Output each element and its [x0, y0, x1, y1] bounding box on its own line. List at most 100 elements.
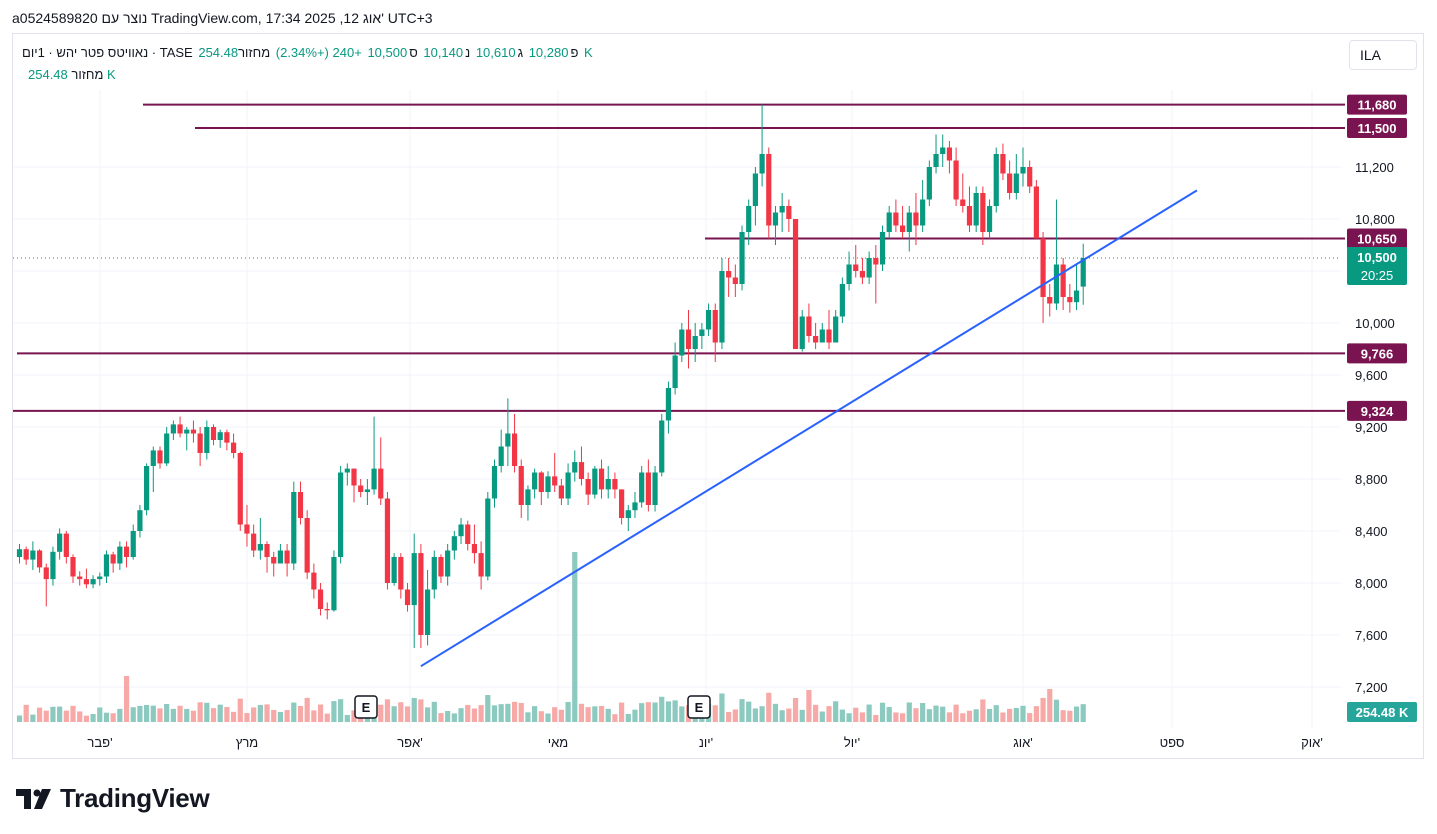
- candle-body: [813, 336, 819, 343]
- volume-bar: [933, 705, 939, 722]
- volume-bar: [50, 706, 56, 722]
- volume-bar: [538, 711, 544, 722]
- candle: [237, 451, 243, 531]
- candle-body: [532, 472, 538, 490]
- candle: [204, 420, 210, 460]
- candle: [906, 206, 912, 252]
- candle-body: [184, 429, 190, 434]
- level-badge-label: 9,324: [1361, 404, 1394, 419]
- x-axis-tick-label: מאי: [548, 735, 568, 750]
- candle: [913, 193, 919, 245]
- volume-bar: [866, 704, 872, 722]
- volume-bar: [164, 703, 170, 722]
- volume-bar: [391, 706, 397, 722]
- volume-bar: [1067, 710, 1073, 722]
- x-axis-tick-label: אוג': [1013, 735, 1033, 750]
- candle-body: [358, 485, 364, 492]
- candle: [1073, 264, 1080, 310]
- volume-bar: [498, 704, 504, 722]
- candle-body: [43, 567, 49, 580]
- candle-body: [779, 206, 785, 213]
- candle-body: [712, 310, 718, 343]
- legend-change: +240 (+2.34%): [275, 45, 362, 60]
- candle-body: [291, 492, 297, 564]
- volume-legend: מחזור 254.48 K: [22, 67, 116, 82]
- candle-body: [271, 557, 277, 564]
- candle-body: [752, 173, 758, 206]
- candle: [317, 583, 324, 616]
- volume-bar: [177, 705, 183, 722]
- volume-bar: [384, 699, 391, 722]
- candle: [960, 173, 966, 213]
- candle-body: [391, 557, 397, 583]
- candle-body: [398, 557, 404, 590]
- volume-bar: [311, 710, 317, 722]
- candle-body: [251, 533, 257, 551]
- candle: [619, 489, 625, 525]
- volume-bar: [317, 704, 324, 722]
- candle-body: [1060, 264, 1066, 297]
- candle-body: [598, 468, 605, 490]
- candle: [230, 433, 237, 459]
- volume-bar: [940, 706, 946, 722]
- candle: [558, 479, 564, 505]
- x-axis-tick-label: פבר': [87, 735, 112, 750]
- tradingview-logo[interactable]: TradingView: [16, 783, 210, 814]
- volume-bar: [184, 708, 190, 722]
- candle-body: [799, 316, 805, 349]
- candle-body: [552, 476, 558, 486]
- candle: [291, 481, 297, 570]
- legend-symbol[interactable]: נאוויטס פטר יהש · 1יום · TASE: [22, 45, 193, 60]
- candle-body: [505, 433, 511, 447]
- candle: [63, 531, 69, 564]
- currency-button[interactable]: ILA: [1349, 40, 1417, 70]
- candle: [424, 570, 431, 646]
- candle-body: [16, 549, 23, 557]
- volume-bar: [1033, 706, 1039, 722]
- candle-body: [1047, 297, 1053, 304]
- candle-body: [833, 316, 839, 343]
- volume-bar: [1013, 707, 1019, 722]
- header-site[interactable]: TradingView.com,: [151, 10, 262, 26]
- candle-body: [518, 466, 524, 505]
- candle: [244, 505, 250, 547]
- volume-bar: [478, 705, 484, 722]
- candle: [30, 541, 36, 570]
- volume-bar: [277, 711, 284, 722]
- candle-body: [30, 550, 36, 560]
- candle-body: [1000, 154, 1006, 174]
- volume-bar: [665, 701, 672, 722]
- volume-bar: [578, 703, 585, 722]
- candle: [264, 541, 270, 573]
- candle: [50, 546, 56, 586]
- volume-bar: [659, 696, 665, 722]
- volume-bar: [873, 715, 879, 722]
- candle-body: [792, 219, 799, 349]
- volume-bar: [819, 711, 825, 722]
- candle: [1047, 284, 1053, 317]
- y-axis-tick-label: 9,200: [1355, 420, 1388, 435]
- y-axis-tick-label: 8,800: [1355, 472, 1388, 487]
- candle-body: [311, 572, 317, 590]
- candle-body: [806, 316, 812, 336]
- candle: [144, 463, 150, 516]
- candle-body: [338, 472, 344, 557]
- volume-bar: [344, 714, 350, 722]
- candle: [1053, 199, 1060, 310]
- candle-body: [445, 550, 451, 577]
- candle-body: [123, 546, 130, 557]
- candle-body: [906, 212, 912, 232]
- candle: [605, 466, 611, 499]
- volume-bar: [418, 699, 424, 722]
- candle-body: [110, 554, 116, 564]
- volume-legend-label[interactable]: מחזור: [71, 67, 104, 82]
- candle-body: [973, 193, 979, 226]
- volume-bar: [324, 713, 330, 722]
- candle: [833, 310, 839, 343]
- x-axis-tick-label: יונ': [699, 735, 713, 750]
- volume-bar: [605, 708, 611, 722]
- volume-bar: [291, 702, 297, 722]
- volume-bar: [271, 709, 277, 722]
- candle-body: [458, 524, 464, 537]
